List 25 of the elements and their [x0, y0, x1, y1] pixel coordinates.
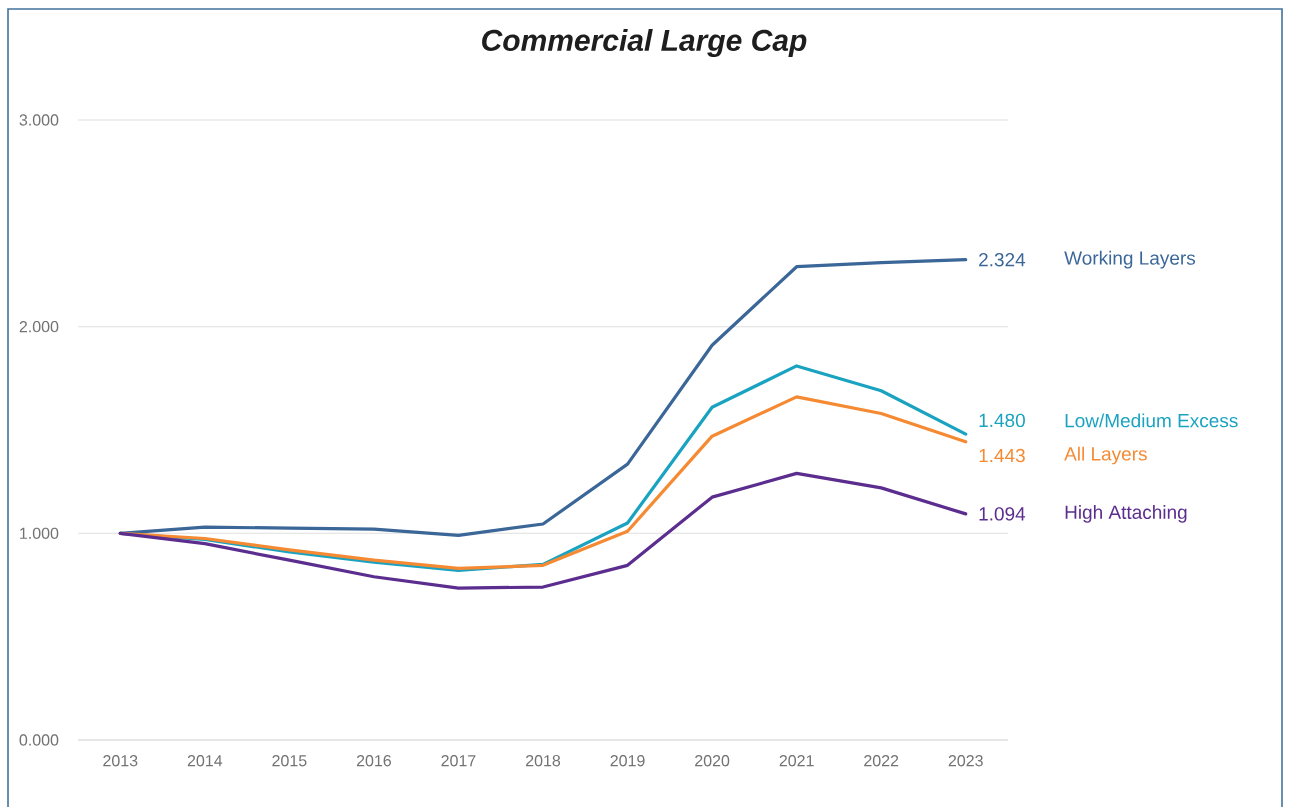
x-tick-label: 2019: [610, 755, 645, 767]
x-tick-label: 2017: [441, 755, 476, 767]
x-tick-label: 2013: [103, 755, 138, 767]
text: Low/Medium Excess: [1065, 413, 1238, 428]
data-label: 1.094: [979, 507, 1026, 521]
x-tick-label: 2018: [526, 755, 561, 767]
data-label: 1.443: [979, 448, 1025, 463]
y-tick-label: 2.000: [19, 320, 59, 333]
data-label: 1.480: [979, 413, 1025, 428]
x-tick-label: 2022: [864, 755, 899, 767]
x-tick-label: 2021: [779, 755, 814, 767]
y-tick-label: 0.000: [19, 734, 59, 746]
chart-title: Commercial Large Cap: [482, 29, 807, 57]
y-tick-label: 1.000: [20, 527, 59, 539]
y-tick-label: 3.000: [19, 114, 59, 126]
x-tick-label: 2023: [948, 755, 983, 767]
x-tick-label: 2014: [187, 755, 223, 767]
x-tick-label: 2020: [695, 755, 730, 767]
x-tick-label: 2016: [356, 755, 391, 767]
x-tick-label: 2015: [272, 755, 307, 767]
text: Working Layers: [1064, 250, 1196, 269]
text: High Attaching: [1065, 505, 1187, 523]
text: All Layers: [1064, 446, 1147, 465]
line-series: [118, 471, 968, 590]
data-label: 2.324: [979, 252, 1026, 267]
